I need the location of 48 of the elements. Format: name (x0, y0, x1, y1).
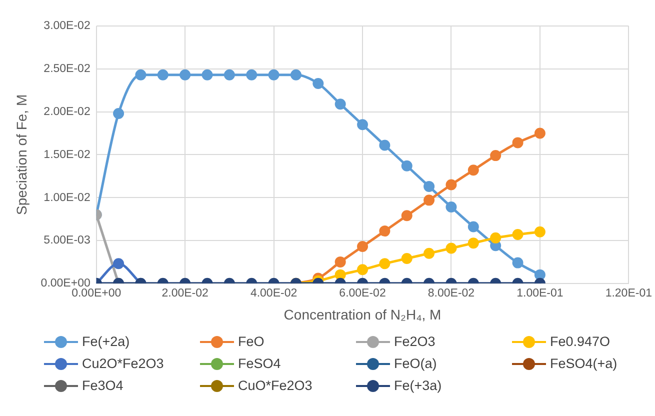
legend-label: Fe2O3 (394, 334, 436, 349)
point (268, 69, 280, 80)
y-tick-label: 5.00E-03 (44, 234, 90, 247)
point (357, 119, 368, 130)
x-tick-label: 4.00E-02 (250, 287, 298, 300)
legend-label: Fe3O4 (82, 378, 124, 393)
point (334, 98, 346, 110)
legend-label: FeSO4(+a) (550, 356, 618, 371)
legend-label: CuO*Fe2O3 (238, 378, 312, 393)
point (312, 78, 324, 89)
point (290, 69, 302, 80)
x-tick-label: 2.00E-02 (162, 287, 208, 300)
legend-label: FeSO4 (238, 356, 281, 371)
point (401, 160, 412, 172)
legend-label: Cu2O*Fe2O3 (82, 356, 164, 371)
x-tick-label: 0.00E+00 (72, 287, 122, 300)
x-tick-label: 6.00E-02 (339, 287, 386, 300)
y-tick-label: 1.50E-02 (44, 148, 90, 161)
point (468, 164, 479, 176)
y-tick-label: 3.00E-02 (44, 20, 90, 32)
x-tick-label: 8.00E-02 (428, 287, 475, 300)
point (246, 69, 258, 80)
point (424, 180, 435, 192)
y-tick-label: 0.00E+00 (40, 278, 90, 290)
y-axis-title: Speciation of Fe, M (13, 94, 30, 216)
point (157, 69, 168, 80)
point (180, 69, 191, 80)
x-tick-label: 1.20E-01 (605, 287, 652, 300)
legend-label: Fe0.947O (550, 334, 610, 349)
point (113, 108, 124, 120)
x-tick-label: 1.00E-01 (516, 287, 564, 300)
point (490, 150, 502, 162)
legend-label: FeO(a) (394, 356, 437, 371)
point (135, 69, 146, 80)
y-tick-label: 2.00E-02 (44, 106, 90, 118)
point (424, 194, 435, 206)
legend-label: FeO (238, 334, 264, 349)
point (202, 69, 213, 80)
point (379, 140, 390, 151)
point (224, 69, 235, 80)
legend-label: Fe(+3a) (394, 378, 442, 393)
point (446, 179, 457, 190)
y-tick-label: 2.50E-02 (44, 63, 90, 76)
point (534, 128, 546, 139)
legend-label: Fe(+2a) (82, 334, 130, 349)
x-axis-title: Concentration of N₂H₄, M (284, 306, 442, 322)
y-tick-label: 1.00E-02 (44, 192, 90, 204)
point (512, 137, 524, 148)
